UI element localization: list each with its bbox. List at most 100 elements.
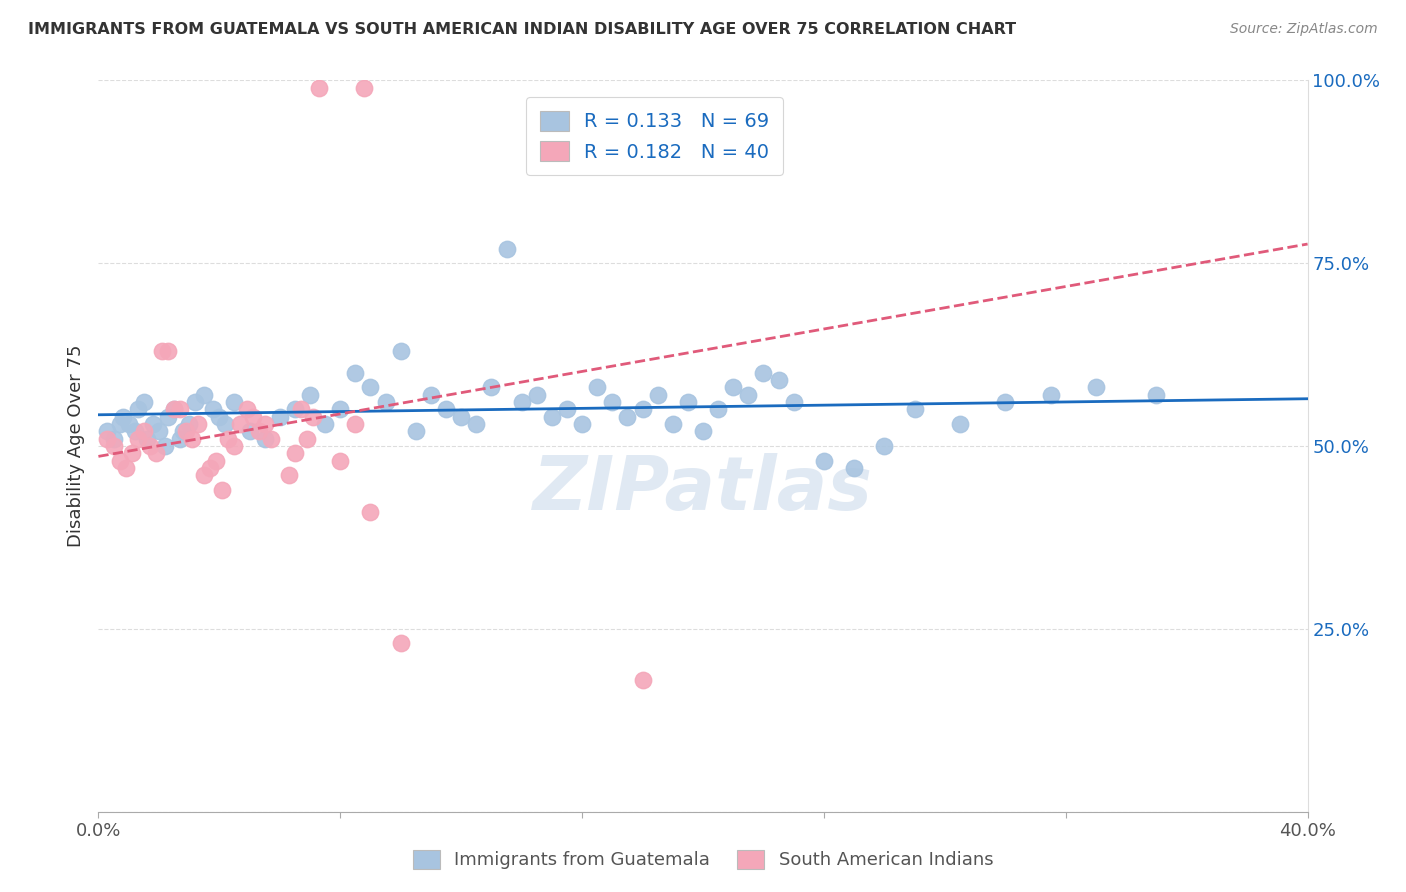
- Point: [302, 409, 325, 424]
- Y-axis label: Disability Age Over 75: Disability Age Over 75: [66, 344, 84, 548]
- Point: [555, 402, 578, 417]
- Point: [169, 402, 191, 417]
- Point: [405, 425, 427, 439]
- Point: [481, 380, 503, 394]
- Point: [235, 402, 257, 417]
- Point: [631, 673, 654, 687]
- Point: [217, 432, 239, 446]
- Point: [127, 432, 149, 446]
- Point: [299, 388, 322, 402]
- Text: IMMIGRANTS FROM GUATEMALA VS SOUTH AMERICAN INDIAN DISABILITY AGE OVER 75 CORREL: IMMIGRANTS FROM GUATEMALA VS SOUTH AMERI…: [28, 22, 1017, 37]
- Point: [676, 395, 699, 409]
- Point: [96, 432, 118, 446]
- Point: [214, 417, 236, 431]
- Point: [163, 402, 186, 417]
- Point: [813, 453, 835, 467]
- Point: [586, 380, 609, 394]
- Point: [242, 409, 264, 424]
- Legend: Immigrants from Guatemala, South American Indians: Immigrants from Guatemala, South America…: [404, 841, 1002, 879]
- Point: [752, 366, 775, 380]
- Point: [284, 402, 307, 417]
- Point: [344, 366, 367, 380]
- Point: [163, 402, 186, 417]
- Point: [169, 432, 191, 446]
- Point: [510, 395, 533, 409]
- Point: [208, 409, 231, 424]
- Point: [308, 80, 330, 95]
- Text: ZIPatlas: ZIPatlas: [533, 453, 873, 526]
- Point: [247, 425, 270, 439]
- Point: [783, 395, 806, 409]
- Point: [1146, 388, 1168, 402]
- Point: [253, 432, 276, 446]
- Point: [172, 425, 194, 439]
- Point: [132, 395, 155, 409]
- Point: [290, 402, 312, 417]
- Point: [187, 417, 209, 431]
- Point: [329, 453, 352, 467]
- Text: Source: ZipAtlas.com: Source: ZipAtlas.com: [1230, 22, 1378, 37]
- Point: [692, 425, 714, 439]
- Point: [707, 402, 730, 417]
- Point: [389, 343, 412, 358]
- Point: [353, 80, 375, 95]
- Point: [1039, 388, 1062, 402]
- Point: [202, 402, 225, 417]
- Point: [135, 432, 157, 446]
- Point: [184, 395, 207, 409]
- Point: [121, 446, 143, 460]
- Point: [269, 409, 291, 424]
- Point: [103, 439, 125, 453]
- Point: [389, 636, 412, 650]
- Point: [111, 409, 134, 424]
- Point: [465, 417, 488, 431]
- Point: [277, 468, 299, 483]
- Point: [284, 446, 307, 460]
- Point: [205, 453, 228, 467]
- Point: [904, 402, 927, 417]
- Point: [224, 439, 246, 453]
- Point: [540, 409, 562, 424]
- Point: [193, 468, 215, 483]
- Point: [661, 417, 683, 431]
- Point: [374, 395, 396, 409]
- Point: [193, 388, 215, 402]
- Point: [148, 425, 170, 439]
- Point: [181, 432, 204, 446]
- Point: [118, 417, 141, 431]
- Point: [200, 461, 222, 475]
- Point: [179, 417, 201, 431]
- Point: [96, 425, 118, 439]
- Point: [132, 425, 155, 439]
- Point: [420, 388, 443, 402]
- Point: [949, 417, 972, 431]
- Point: [224, 395, 246, 409]
- Point: [994, 395, 1017, 409]
- Point: [156, 409, 179, 424]
- Point: [434, 402, 457, 417]
- Point: [314, 417, 336, 431]
- Point: [1085, 380, 1108, 394]
- Point: [602, 395, 624, 409]
- Point: [344, 417, 367, 431]
- Point: [127, 402, 149, 417]
- Point: [142, 417, 165, 431]
- Point: [253, 417, 276, 431]
- Point: [360, 380, 382, 394]
- Point: [139, 439, 162, 453]
- Point: [229, 417, 252, 431]
- Point: [124, 425, 146, 439]
- Point: [768, 373, 790, 387]
- Point: [108, 417, 131, 431]
- Point: [211, 483, 233, 497]
- Point: [174, 425, 197, 439]
- Point: [737, 388, 759, 402]
- Point: [329, 402, 352, 417]
- Point: [260, 432, 283, 446]
- Point: [450, 409, 472, 424]
- Point: [647, 388, 669, 402]
- Point: [108, 453, 131, 467]
- Point: [631, 402, 654, 417]
- Point: [526, 388, 548, 402]
- Point: [873, 439, 896, 453]
